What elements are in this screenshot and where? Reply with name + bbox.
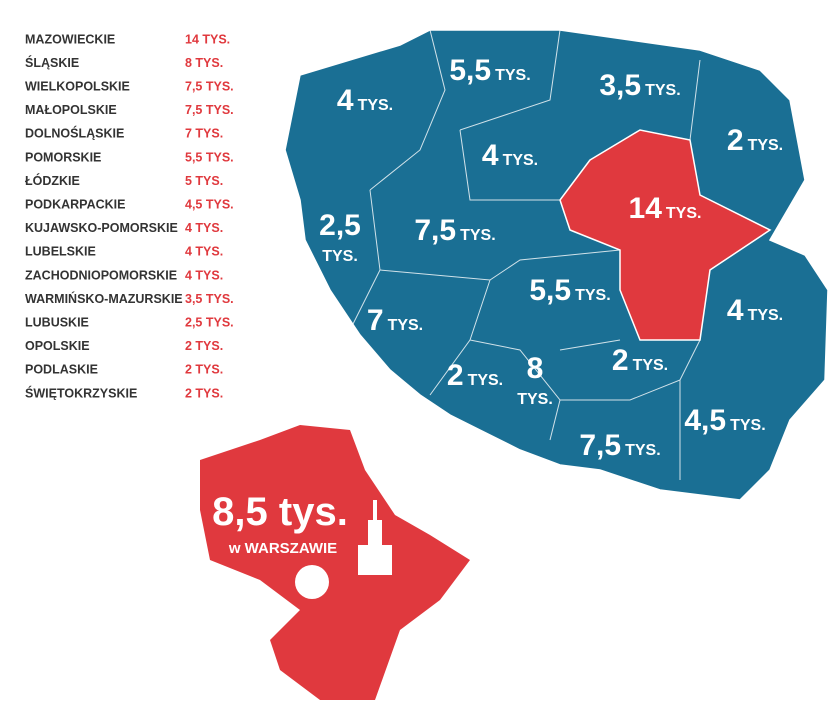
- map-number: 7: [367, 304, 384, 337]
- region-name: PODKARPACKIE: [25, 197, 125, 211]
- region-value: 2 TYS.: [185, 339, 223, 353]
- map-unit: TYS.: [517, 391, 553, 408]
- region-value: 14 TYS.: [185, 32, 230, 46]
- region-name: WARMIŃSKO-MAZURSKIE: [25, 291, 183, 306]
- region-name: ŁÓDZKIE: [25, 173, 80, 188]
- region-value: 4 TYS.: [185, 268, 223, 282]
- region-value: 2 TYS.: [185, 363, 223, 377]
- map-label: 4 TYS.: [337, 84, 393, 117]
- map-number: 14: [629, 192, 663, 225]
- region-value: 4,5 TYS.: [185, 197, 234, 211]
- map-unit: TYS.: [666, 205, 702, 222]
- map-number: 4: [337, 84, 354, 117]
- map-number: 7,5: [579, 429, 621, 462]
- region-name: ZACHODNIOPOMORSKIE: [25, 268, 177, 282]
- region-value: 2 TYS.: [185, 386, 223, 400]
- map-unit: TYS.: [358, 97, 394, 114]
- map-unit: TYS.: [460, 227, 496, 244]
- map-label: 3,5 TYS.: [599, 69, 680, 102]
- region-value: 4 TYS.: [185, 245, 223, 259]
- map-number: 2: [612, 344, 629, 377]
- map-unit: TYS.: [495, 67, 531, 84]
- map-unit: TYS.: [730, 417, 766, 434]
- region-name: MAŁOPOLSKIE: [25, 103, 117, 117]
- region-name: KUJAWSKO-POMORSKIE: [25, 221, 178, 235]
- map-label: 4,5 TYS.: [684, 404, 765, 437]
- mazowieckie-region: [559, 129, 772, 341]
- warsaw-inset-map: [200, 425, 470, 700]
- map-label: 4 TYS.: [727, 294, 783, 327]
- map-unit: TYS.: [575, 287, 611, 304]
- region-value: 3,5 TYS.: [185, 292, 234, 306]
- region-value: 5 TYS.: [185, 174, 223, 188]
- region-value: 8 TYS.: [185, 56, 223, 70]
- region-name: ŚLĄSKIE: [25, 55, 79, 70]
- map-unit: TYS.: [748, 307, 784, 324]
- map-label: 5,5 TYS.: [449, 54, 530, 87]
- inset-caption: w WARSZAWIE: [228, 540, 337, 557]
- map-unit: TYS.: [645, 82, 681, 99]
- map-number: 5,5: [449, 54, 491, 87]
- region-value: 7,5 TYS.: [185, 79, 234, 93]
- map-unit: TYS.: [388, 317, 424, 334]
- map-unit: TYS.: [625, 442, 661, 459]
- inset-number: 8,5 tys.: [212, 490, 348, 534]
- region-name: LUBUSKIE: [25, 315, 89, 329]
- map-unit: TYS.: [748, 137, 784, 154]
- map-number: 4,5: [684, 404, 726, 437]
- map-number: 2: [447, 359, 464, 392]
- map-number: 5,5: [529, 274, 571, 307]
- map-unit: TYS.: [468, 372, 504, 389]
- warsaw-dot: [295, 565, 329, 599]
- map-unit: TYS.: [322, 248, 358, 265]
- map-label: 14 TYS.: [629, 192, 702, 225]
- region-value: 2,5 TYS.: [185, 315, 234, 329]
- map-unit: TYS.: [633, 357, 669, 374]
- map-label: 2 TYS.: [727, 124, 783, 157]
- map-label: 2 TYS.: [612, 344, 668, 377]
- map-number: 4: [482, 139, 499, 172]
- region-name: POMORSKIE: [25, 150, 101, 164]
- map-label: 5,5 TYS.: [529, 274, 610, 307]
- region-name: WIELKOPOLSKIE: [25, 79, 130, 93]
- region-value: 7 TYS.: [185, 127, 223, 141]
- map-number: 7,5: [414, 214, 456, 247]
- region-value: 7,5 TYS.: [185, 103, 234, 117]
- map-label: 7,5 TYS.: [579, 429, 660, 462]
- region-value: 4 TYS.: [185, 221, 223, 235]
- map-number: 2: [727, 124, 744, 157]
- region-name: MAZOWIECKIE: [25, 32, 115, 46]
- region-value: 5,5 TYS.: [185, 150, 234, 164]
- region-borders: [349, 29, 701, 480]
- map-label: 2 TYS.: [447, 359, 503, 392]
- map-unit: TYS.: [503, 152, 539, 169]
- palace-icon: [358, 500, 392, 575]
- region-name: PODLASKIE: [25, 363, 98, 377]
- map-label: 4 TYS.: [482, 139, 538, 172]
- map-number: 2,5: [319, 209, 361, 242]
- map-label: 7 TYS.: [367, 304, 423, 337]
- region-name: OPOLSKIE: [25, 339, 90, 353]
- map-label: 7,5 TYS.: [414, 214, 495, 247]
- map-number: 4: [727, 294, 744, 327]
- map-number: 8: [527, 352, 544, 385]
- region-name: ŚWIĘTOKRZYSKIE: [25, 385, 137, 400]
- map-number: 3,5: [599, 69, 641, 102]
- region-name: DOLNOŚLĄSKIE: [25, 126, 124, 141]
- region-name: LUBELSKIE: [25, 245, 96, 259]
